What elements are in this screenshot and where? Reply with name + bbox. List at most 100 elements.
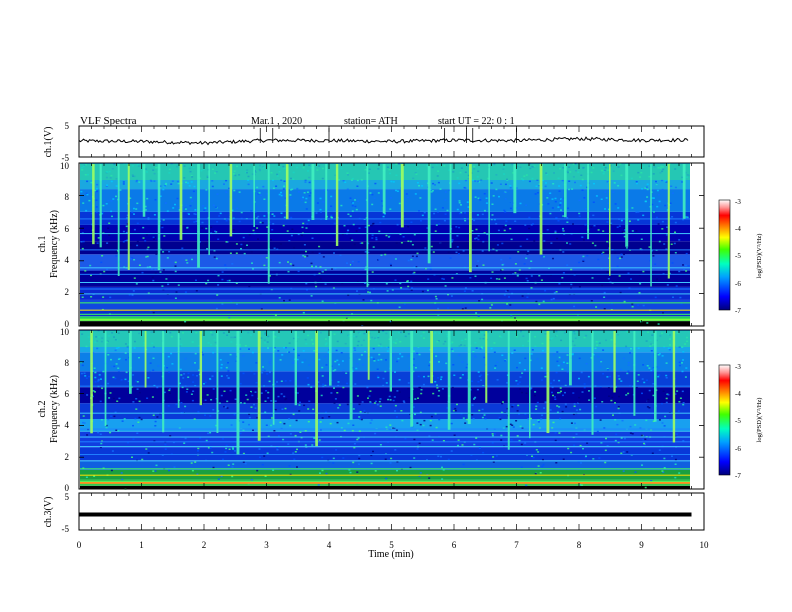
spectrogram-speckle xyxy=(114,411,117,414)
spectrogram-speckle xyxy=(661,422,664,424)
spectrogram-speckle xyxy=(457,439,460,441)
spectrogram-speckle xyxy=(265,424,268,426)
spectrogram-speckle xyxy=(622,357,625,360)
spectrogram-speckle xyxy=(302,350,305,352)
spectrogram-speckle xyxy=(117,370,120,372)
spectrogram-speckle xyxy=(364,282,366,284)
spectrogram-speckle xyxy=(671,262,674,264)
spectrogram-speckle xyxy=(330,195,333,198)
spectrogram-speckle xyxy=(322,383,325,386)
spectrogram-speckle xyxy=(193,185,196,188)
spectrogram-speckle xyxy=(292,413,295,416)
spectrogram-speckle xyxy=(216,193,219,195)
spectrogram-speckle xyxy=(666,284,669,286)
spectrogram-speckle xyxy=(369,192,372,194)
spectrogram-speckle xyxy=(150,180,153,182)
spectrogram-speckle xyxy=(243,252,246,255)
spectrogram-speckle xyxy=(301,361,304,364)
ch2-colorbar-gradient xyxy=(718,364,731,476)
spectrogram-speckle xyxy=(111,215,113,218)
spectrogram-speckle xyxy=(299,401,301,404)
spectrogram-burst xyxy=(672,331,676,443)
spectrogram-speckle xyxy=(427,278,430,280)
ch2-colorbar: -3 -4 -5 -6 -7 log(PSD)(V²/Hz) xyxy=(718,363,763,480)
spectrogram-speckle xyxy=(115,185,118,187)
spectrogram-speckle xyxy=(441,478,444,480)
spectrogram-speckle xyxy=(417,346,420,348)
spectrogram-speckle xyxy=(429,268,432,271)
spectrogram-speckle xyxy=(676,390,679,392)
spectrogram-burst xyxy=(179,164,183,240)
spectrogram-speckle xyxy=(395,242,398,244)
spectrogram-speckle xyxy=(566,264,569,266)
spectrogram-speckle xyxy=(356,363,359,365)
spectrogram-speckle xyxy=(252,229,255,232)
spectrogram-speckle xyxy=(298,404,301,406)
spectrogram-speckle xyxy=(317,381,320,383)
spectrogram-speckle xyxy=(451,350,454,352)
spectrogram-speckle xyxy=(245,394,248,396)
spectrogram-speckle xyxy=(376,368,379,370)
spectrogram-speckle xyxy=(421,185,424,187)
ch1-cb-tick-m7: -7 xyxy=(735,307,741,315)
spectrogram-speckle xyxy=(228,317,231,319)
spectrogram-speckle xyxy=(356,290,358,292)
spectrogram-speckle xyxy=(194,461,197,463)
spectrogram-speckle xyxy=(444,199,447,201)
spectrogram-speckle xyxy=(500,434,503,437)
spectrogram-speckle xyxy=(86,180,89,183)
spectrogram-speckle xyxy=(566,354,569,356)
spectrogram-speckle xyxy=(501,402,503,405)
ch1-freq-tick-4: 4 xyxy=(65,255,70,265)
spectrogram-speckle xyxy=(579,408,582,411)
spectrogram-speckle xyxy=(377,192,380,194)
spectrogram-speckle xyxy=(198,369,201,371)
spectrogram-speckle xyxy=(191,469,194,472)
spectrogram-speckle xyxy=(495,249,498,252)
spectrogram-speckle xyxy=(364,268,367,271)
spectrogram-speckle xyxy=(107,418,110,421)
spectrogram-speckle xyxy=(665,397,668,400)
spectrogram-line xyxy=(80,436,690,438)
spectrogram-speckle xyxy=(306,289,308,291)
spectrogram-speckle xyxy=(385,382,388,384)
spectrogram-speckle xyxy=(166,210,169,212)
ch2-cb-tick-m3: -3 xyxy=(735,363,741,371)
spectrogram-speckle xyxy=(509,201,512,204)
spectrogram-speckle xyxy=(434,295,437,298)
spectrogram-speckle xyxy=(414,367,417,369)
spectrogram-speckle xyxy=(422,383,425,386)
spectrogram-speckle xyxy=(686,216,689,219)
spectrogram-speckle xyxy=(504,211,507,213)
spectrogram-speckle xyxy=(408,396,411,399)
spectrogram-speckle xyxy=(240,211,243,214)
spectrogram-speckle xyxy=(164,443,167,446)
spectrogram-speckle xyxy=(397,357,400,360)
spectrogram-speckle xyxy=(291,228,294,230)
spectrogram-speckle xyxy=(551,391,553,394)
spectrogram-speckle xyxy=(246,244,248,246)
spectrogram-speckle xyxy=(650,369,653,372)
spectrogram-speckle xyxy=(335,349,338,352)
spectrogram-speckle xyxy=(574,163,577,165)
spectrogram-speckle xyxy=(570,451,573,454)
spectrogram-speckle xyxy=(191,258,193,261)
spectrogram-speckle xyxy=(307,383,310,386)
spectrogram-speckle xyxy=(554,230,557,233)
spectrogram-speckle xyxy=(142,237,145,239)
spectrogram-speckle xyxy=(364,251,367,253)
spectrogram-speckle xyxy=(554,200,557,203)
spectrogram-speckle xyxy=(578,261,581,264)
spectrogram-speckle xyxy=(578,357,581,360)
spectrogram-speckle xyxy=(491,271,494,273)
spectrogram-speckle xyxy=(117,346,120,349)
spectrogram-speckle xyxy=(356,395,359,397)
spectrogram-speckle xyxy=(366,386,369,389)
spectrogram-speckle xyxy=(276,449,279,451)
spectrogram-speckle xyxy=(416,422,419,424)
spectrogram-speckle xyxy=(305,282,308,285)
spectrogram-speckle xyxy=(386,346,389,348)
spectrogram-speckle xyxy=(312,408,315,411)
spectrogram-line xyxy=(80,428,690,430)
spectrogram-burst xyxy=(529,331,531,439)
